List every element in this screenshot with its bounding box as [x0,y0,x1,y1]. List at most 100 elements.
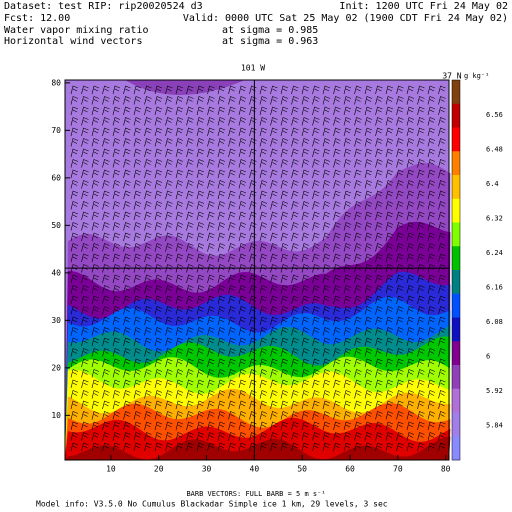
wind-barb [354,222,362,231]
wind-barb [217,127,226,137]
wind-barb [102,274,110,284]
colorbar-frame [451,79,461,461]
wind-barb [217,169,226,179]
wind-barb [123,148,131,158]
colorbar-segment [452,412,460,437]
wind-barb [133,390,142,399]
wind-barb [354,85,362,95]
wind-barb [375,85,383,95]
wind-barb [312,306,320,315]
wind-barb [228,369,236,378]
wind-barb [175,348,184,357]
wind-barb [81,285,89,294]
wind-barb [322,138,331,147]
wind-barb [91,316,100,326]
wind-barb [343,379,352,389]
wind-barb [333,138,341,147]
wind-barb [312,148,320,158]
wind-barb [70,432,79,441]
wind-barb [291,400,299,410]
wind-barb [144,390,152,399]
wind-barb [427,96,436,105]
wind-barb [102,190,110,200]
wind-barb [154,106,163,116]
wind-barb [280,117,289,126]
wind-barb [102,369,110,378]
wind-barb [207,379,215,389]
barb-note: BARB VECTORS: FULL BARB = 5 m s⁻¹ [186,490,325,498]
wind-barb [343,243,352,252]
wind-barb [354,358,362,368]
wind-barb [427,190,436,200]
wind-barb [396,295,404,305]
wind-barb [322,180,331,189]
wind-barb [417,432,425,441]
wind-barb [165,442,173,452]
wind-barb [112,85,121,95]
colorbar-segment [452,317,460,342]
wind-barb [259,390,268,399]
wind-barb [343,117,352,126]
wind-barb [70,180,79,189]
wind-barb [343,148,352,158]
wind-barb [280,243,289,252]
wind-barb [354,327,362,336]
wind-barb [102,306,110,315]
wind-barb [427,379,436,389]
wind-barb [186,400,194,410]
wind-barb [123,159,131,168]
wind-barb [81,327,89,336]
wind-barb [154,253,163,263]
wind-barb [322,432,331,441]
wind-barb [154,337,163,347]
wind-barb [354,348,362,357]
wind-barb [102,232,110,242]
wind-barb [238,432,247,441]
wind-barb [270,337,278,347]
wind-barb [196,138,205,147]
wind-barb [280,253,289,263]
wind-barb [102,243,110,252]
wind-barb [417,85,425,95]
wind-barb [280,106,289,116]
wind-barb [165,85,173,95]
wind-barb [259,138,268,147]
wind-barb [322,327,331,336]
wind-barb [259,421,268,431]
wind-barb [102,148,110,158]
wind-barb [301,316,310,326]
wind-barb [438,138,446,147]
wind-barb [70,138,79,147]
wind-barb [175,400,184,410]
wind-barb [144,337,152,347]
wind-barb [333,316,341,326]
wind-barb [175,379,184,389]
wind-barb [333,432,341,441]
wind-barb [385,369,394,378]
wind-barb [322,369,331,378]
wind-barb [427,253,436,263]
init: Init: 1200 UTC Fri 24 May 02 [339,1,508,12]
wind-barb [322,337,331,347]
wind-barb [396,442,404,452]
wind-barb [301,390,310,399]
wind-barb [375,211,383,221]
wind-barb [186,306,194,315]
wind-barb [238,222,247,231]
wind-barb [375,327,383,336]
wind-barb [81,411,89,420]
wind-barb [364,127,373,137]
wind-barb [133,369,142,378]
wind-barb [91,117,100,126]
wind-barb [70,442,79,452]
wind-barb [102,411,110,420]
wind-barb [301,159,310,168]
wind-barb [417,421,425,431]
wind-barb [70,96,79,105]
wind-barb [144,222,152,231]
wind-barb [133,295,142,305]
wind-barb [312,285,320,294]
wind-barb [438,117,446,126]
wind-barb [406,253,415,263]
wind-barb [217,421,226,431]
